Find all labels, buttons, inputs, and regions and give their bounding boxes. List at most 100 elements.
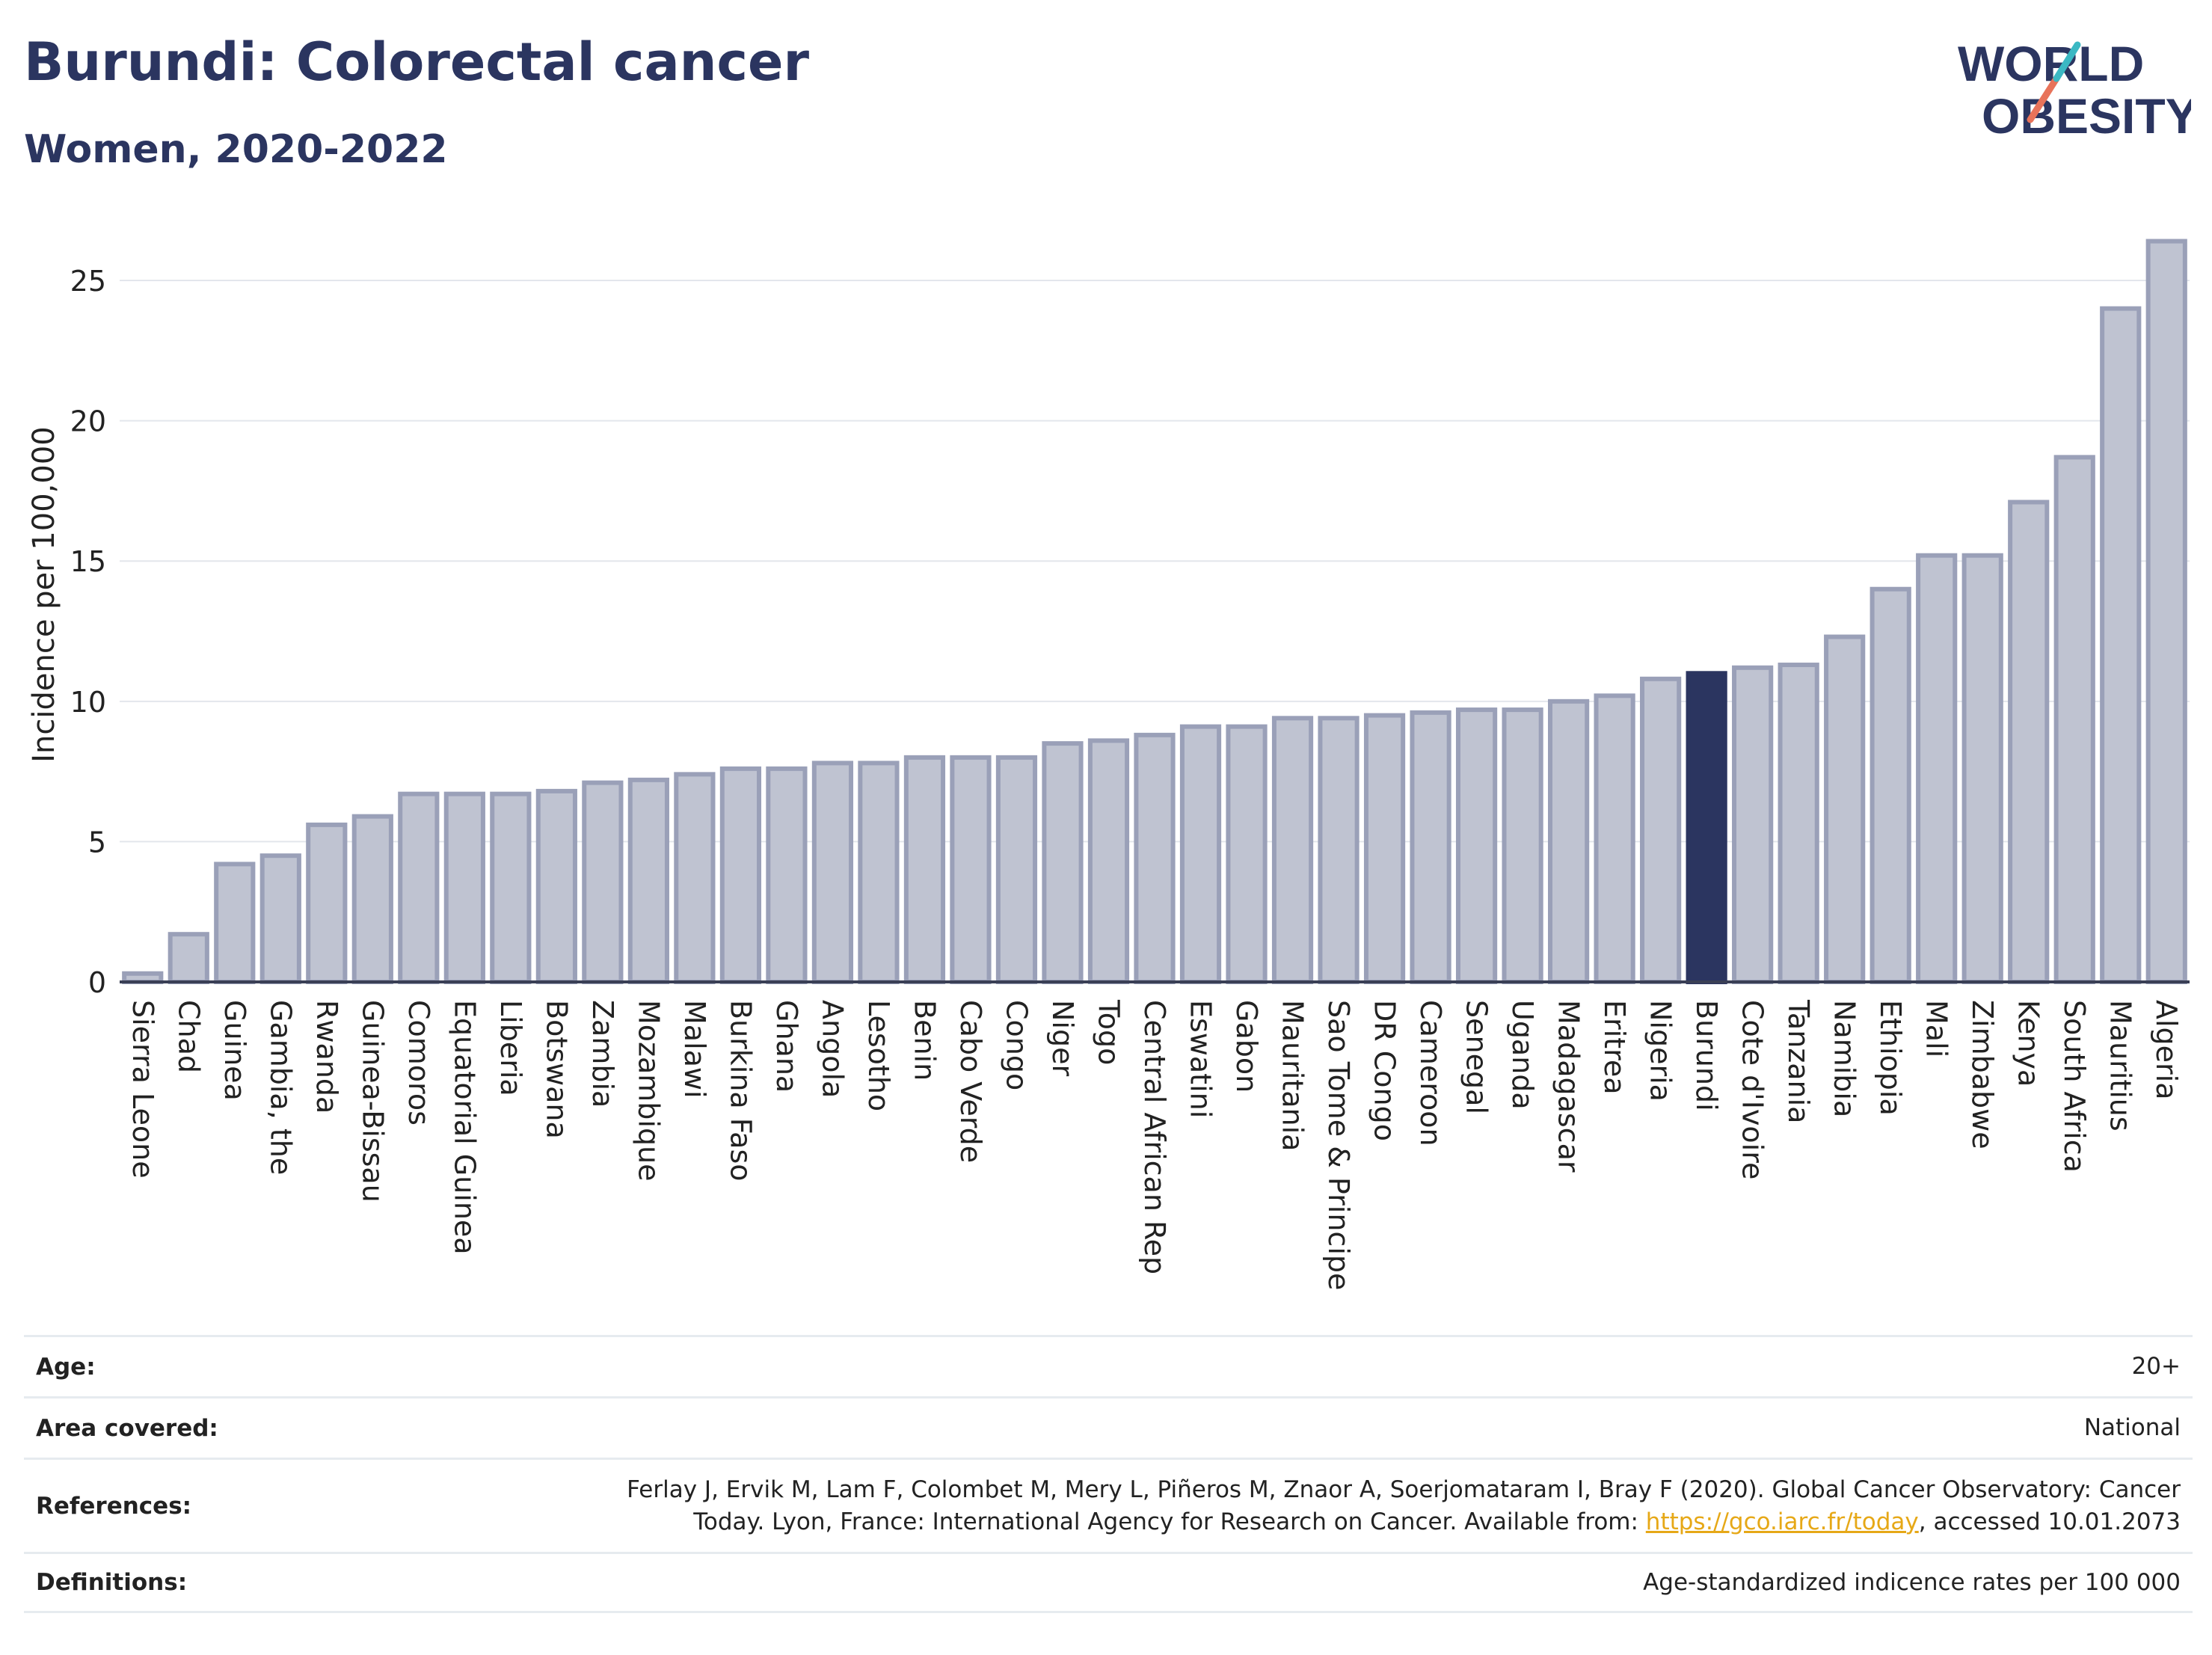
definitions-label: Definitions: [36,1569,188,1596]
x-tick-label: Gabon [1230,1000,1263,1093]
x-tick-label: Sao Tome & Principe [1322,1000,1355,1290]
age-value: 20+ [2131,1353,2181,1380]
x-tick-label: Guinea [218,1000,251,1101]
bar-sao-tome-principe [1318,716,1360,984]
logo-slash-teal-icon [2053,41,2081,82]
bar-guinea-bissau [351,814,393,984]
x-tick-label: Angola [816,1000,849,1098]
bar-gambia-the [259,853,301,984]
x-tick-label: Chad [172,1000,205,1073]
x-tick-label: Comoros [402,1000,435,1126]
bar-burundi [1686,671,1727,985]
bar-ghana [766,766,808,984]
x-tick-label: Botswana [540,1000,573,1139]
x-tick-label: Mauritius [2104,1000,2137,1132]
bar-congo [995,755,1038,985]
y-tick-label: 15 [70,545,106,578]
bar-cabo-verde [950,755,992,985]
y-tick-labels: 0 5 10 15 20 25 [70,265,106,999]
y-tick-label: 25 [70,265,106,298]
x-tick-label: Madagascar [1552,1000,1585,1173]
x-tick-label: Algeria [2150,1000,2183,1100]
x-tick-label: Niger [1046,1000,1079,1076]
bar-eswatini [1179,724,1222,984]
y-tick-label: 5 [88,826,106,859]
bar-south-africa [2053,455,2095,984]
age-label: Age: [36,1353,96,1381]
x-tick-label: Zimbabwe [1966,1000,1999,1149]
bar-nigeria [1640,676,1682,984]
bar-comoros [398,791,440,985]
bar-mauritius [2100,306,2142,984]
bar-mauritania [1271,716,1314,984]
x-tick-label: Mali [1920,1000,1953,1057]
x-tick-label: Zambia [586,1000,619,1108]
x-tick-label: Cabo Verde [954,1000,987,1163]
bar-eritrea [1594,693,1635,984]
definitions-value: Age-standardized indicence rates per 100… [1643,1568,2181,1596]
bar-burkina-faso [719,766,762,984]
x-tick-label: Cote d'Ivoire [1736,1000,1769,1179]
bar-tanzania [1778,663,1819,984]
references-text-3: , accessed 10.01.2073 [1918,1508,2181,1535]
bar-ethiopia [1870,586,1911,984]
bar-guinea [214,862,256,985]
bar-namibia [1824,634,1866,984]
x-tick-label: Equatorial Guinea [448,1000,481,1255]
metadata-table: Age: 20+ Area covered: National Referenc… [24,1335,2193,1613]
references-text-1: Ferlay J, Ervik M, Lam F, Colombet M, Me… [627,1476,2181,1503]
x-tick-label: Malawi [678,1000,711,1099]
bar-chad [168,932,209,984]
x-tick-label: Mauritania [1276,1000,1309,1151]
y-tick-label: 0 [88,966,106,999]
page-title: Burundi: Colorectal cancer [24,31,809,93]
bar-chart: 0 5 10 15 20 25 Incidence per 100,000 Sierra … [27,239,2190,1290]
x-tick-label: South Africa [2058,1000,2091,1173]
x-tick-label: Benin [908,1000,941,1081]
x-tick-label: Gambia, the [264,1000,297,1175]
bar-gabon [1226,724,1268,984]
x-tick-label: DR Congo [1368,1000,1401,1141]
x-tick-label: Kenya [2012,1000,2045,1087]
x-tick-label: Congo [1000,1000,1033,1090]
area-value: National [2083,1414,2181,1441]
meta-row-area: Area covered: National [24,1396,2193,1458]
bar-lesotho [858,761,900,984]
y-tick-label: 10 [70,686,106,719]
references-value: Ferlay J, Ervik M, Lam F, Colombet M, Me… [627,1474,2181,1538]
bar-benin [903,755,946,985]
x-tick-label: Cameroon [1414,1000,1447,1146]
bar-uganda [1502,707,1543,984]
bar-kenya [2008,500,2050,984]
bar-madagascar [1547,698,1590,984]
x-tick-label: Lesotho [862,1000,895,1111]
x-tick-label: Rwanda [310,1000,343,1114]
meta-row-age: Age: 20+ [24,1335,2193,1396]
bar-liberia [490,791,532,985]
x-tick-label: Togo [1092,999,1125,1065]
x-tick-label: Uganda [1506,1000,1539,1110]
bar-togo [1087,738,1130,985]
x-tick-label: Namibia [1828,1000,1861,1117]
bar-rwanda [306,822,348,984]
page-subtitle: Women, 2020-2022 [24,127,448,172]
x-tick-label: Central African Rep [1138,1000,1171,1274]
bar-algeria [2145,239,2187,984]
x-tick-label: Sierra Leone [126,1000,159,1179]
x-tick-label: Eritrea [1598,1000,1631,1095]
x-tick-label: Burundi [1690,1000,1723,1111]
y-tick-label: 20 [70,405,106,438]
x-tick-label: Ghana [770,1000,803,1093]
references-link[interactable]: https://gco.iarc.fr/today [1645,1508,1919,1535]
bar-cote-d-ivoire [1732,665,1774,984]
x-tick-label: Nigeria [1644,1000,1677,1102]
x-tick-labels: Sierra Leone Chad Guinea Gambia, the Rwanda G… [126,999,2183,1290]
bars [122,239,2187,985]
bar-mali [1916,553,1958,984]
bar-zambia [582,780,624,984]
bar-angola [811,761,854,984]
bar-niger [1042,741,1084,984]
x-tick-label: Tanzania [1782,999,1815,1123]
bar-central-african-rep [1134,732,1176,984]
x-tick-label: Guinea-Bissau [356,1000,389,1203]
